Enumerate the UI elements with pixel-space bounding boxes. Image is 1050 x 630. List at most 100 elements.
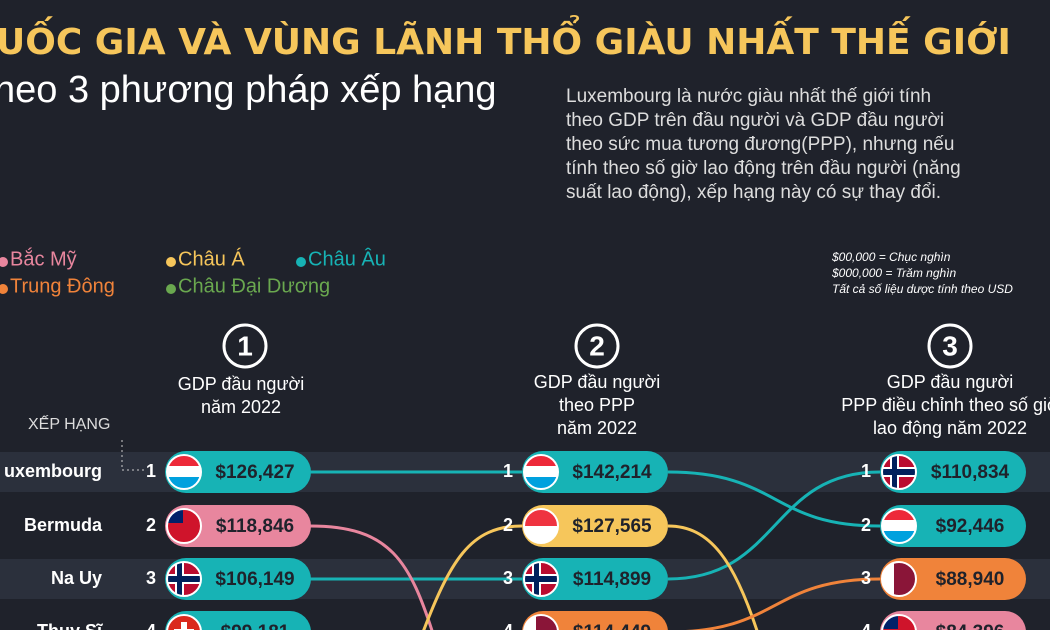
column-label: năm 2022 (201, 397, 281, 417)
legend-dot (0, 257, 8, 267)
flag-border (166, 561, 202, 597)
value-pill (522, 451, 668, 493)
flag-border (523, 614, 559, 630)
note: $000,000 = Trăm nghìn (831, 266, 957, 280)
rank: 2 (503, 515, 513, 535)
value-pill (880, 505, 1026, 547)
legend-dot (166, 257, 176, 267)
column-label: theo PPP (559, 395, 635, 415)
column-label: GDP đầu người (887, 372, 1014, 392)
connectors (309, 470, 881, 630)
rank: 3 (503, 568, 513, 588)
value-pill (880, 611, 1026, 630)
flag (881, 454, 917, 490)
flag (166, 508, 202, 544)
value: $106,149 (215, 569, 294, 590)
legend-label: Châu Á (178, 247, 245, 270)
column-badge (927, 323, 973, 369)
value-pill (522, 558, 668, 600)
column-label: GDP đầu người (178, 374, 305, 394)
description-line: Luxembourg là nước giàu nhất thế giới tí… (566, 86, 931, 107)
value: $126,427 (215, 462, 294, 483)
value: $92,446 (936, 516, 1005, 537)
rank: 1 (146, 461, 156, 481)
description-line: theo GDP trên đầu người và GDP đầu người (566, 110, 944, 131)
flag-border (881, 454, 917, 490)
column-label: lao động năm 2022 (873, 418, 1027, 438)
rank-label: XẾP HẠNG (28, 414, 110, 433)
country-label: Thụy Sĩ (37, 621, 103, 630)
rank: 2 (861, 515, 871, 535)
flag-border (881, 508, 917, 544)
flag-part (524, 576, 558, 582)
flag (523, 561, 559, 597)
legend-dot (166, 284, 176, 294)
column-number: 1 (237, 330, 253, 361)
value: $114,449 (573, 622, 651, 630)
value: $114,899 (573, 569, 651, 590)
rank: 2 (146, 515, 156, 535)
rank: 4 (503, 621, 513, 630)
flag-part (181, 622, 187, 630)
column-label: năm 2022 (557, 418, 637, 438)
country-label: uxembourg (4, 461, 102, 481)
flag (166, 454, 202, 490)
value-pill (165, 505, 311, 547)
flag (881, 561, 917, 597)
value: $99,181 (221, 622, 290, 630)
description-line: suất lao động), xếp hạng này có sự thay … (566, 182, 941, 203)
rank-arrow (121, 440, 145, 471)
column-number: 2 (589, 330, 605, 361)
flag-border (166, 454, 202, 490)
description-line: theo sức mua tương đương(PPP), nhưng nếu (566, 134, 954, 155)
value-pill (522, 505, 668, 547)
rank: 3 (146, 568, 156, 588)
value-pill (165, 451, 311, 493)
value: $142,214 (572, 462, 652, 483)
flag-part (167, 466, 201, 478)
flag-part (167, 576, 201, 582)
rank: 4 (146, 621, 156, 630)
value-pill (165, 611, 311, 630)
flag-border (523, 454, 559, 490)
country-label: Na Uy (51, 568, 102, 588)
flag-border (523, 561, 559, 597)
value-pill (880, 558, 1026, 600)
flag-part (882, 469, 916, 475)
flag (881, 508, 917, 544)
value: $88,940 (936, 569, 1005, 590)
title: UỐC GIA VÀ VÙNG LÃNH THỔ GIÀU NHẤT THẾ G… (0, 15, 1011, 63)
flag-border (166, 614, 202, 630)
flag (523, 508, 559, 544)
rank: 4 (861, 621, 871, 630)
flag-border (166, 508, 202, 544)
flag-border (881, 561, 917, 597)
flag (523, 454, 559, 490)
legend-dot (296, 257, 306, 267)
rank: 1 (503, 461, 513, 481)
flag (523, 614, 559, 630)
note: Tất cả số liệu dược tính theo USD (832, 282, 1013, 296)
rank: 3 (861, 568, 871, 588)
column-number: 3 (942, 330, 958, 361)
flag-part (524, 526, 558, 543)
legend-label: Châu Đại Dương (178, 275, 330, 297)
value: $84,396 (936, 622, 1005, 630)
legend-label: Châu Âu (308, 247, 386, 270)
rank: 1 (861, 461, 871, 481)
value: $110,834 (931, 462, 1010, 483)
legend-label: Trung Đông (10, 275, 115, 297)
column-label: GDP đầu người (534, 372, 661, 392)
column-label: PPP điều chỉnh theo số giờ (841, 395, 1050, 415)
legend-label: Bắc Mỹ (10, 247, 77, 270)
flag-part (524, 509, 558, 526)
flag-part (882, 520, 916, 532)
subtitle: heo 3 phương pháp xếp hạng (0, 69, 497, 111)
value-pill (880, 451, 1026, 493)
value-pill (522, 611, 668, 630)
flag-border (523, 508, 559, 544)
note: $00,000 = Chục nghìn (831, 250, 951, 264)
flag-border (881, 614, 917, 630)
flag-part (524, 466, 558, 478)
